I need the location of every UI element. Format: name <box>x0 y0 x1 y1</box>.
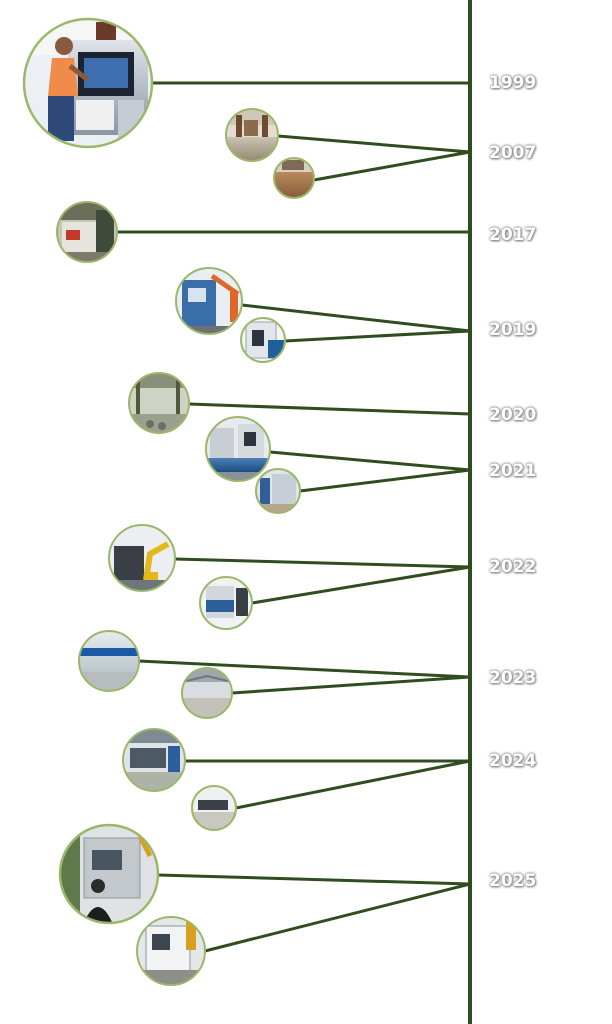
connector-2007-b <box>313 150 471 182</box>
year-label-2019: 2019 <box>489 320 537 340</box>
photo-2023-hall-interior <box>181 667 233 719</box>
connector-2023-b <box>231 675 471 695</box>
photo-2021-machining-centers <box>205 416 271 482</box>
photo-2024-workstation <box>191 785 237 831</box>
connector-2021-a <box>269 450 471 472</box>
connector-2007-a <box>277 134 471 154</box>
photo-2007-construction-ground <box>273 157 315 199</box>
year-label-2024: 2024 <box>489 751 537 771</box>
photo-2020-factory-hall <box>128 372 190 434</box>
connector-2019-a <box>241 303 471 333</box>
photo-2022-robot-cell <box>108 524 176 592</box>
connector-2021-b <box>299 468 471 493</box>
connector-2022-b <box>251 565 471 605</box>
connector-2023-a <box>138 659 471 679</box>
connector-2019-b <box>284 329 471 343</box>
connector-2022-a <box>174 557 471 569</box>
connector-2025-b <box>204 882 471 953</box>
photo-2025-machine-delivery <box>136 916 206 986</box>
photo-1999-operator-at-machine <box>22 17 154 149</box>
year-label-2020: 2020 <box>489 405 537 425</box>
year-label-2025: 2025 <box>489 871 537 891</box>
year-label-2023: 2023 <box>489 668 537 688</box>
photo-2021-production-line <box>255 468 301 514</box>
photo-2007-empty-shed <box>225 108 279 162</box>
year-label-2021: 2021 <box>489 461 537 481</box>
connector-2020 <box>188 402 471 416</box>
connector-lines <box>117 81 471 953</box>
photo-2025-large-machine <box>58 823 160 925</box>
year-label-2017: 2017 <box>489 225 537 245</box>
connector-2024-b <box>235 759 471 810</box>
photo-2022-cnc-machine <box>199 576 253 630</box>
connector-2025-a <box>157 873 471 886</box>
photo-2019-cnc-machine <box>240 317 286 363</box>
photo-2023-new-hall <box>78 630 140 692</box>
year-label-2022: 2022 <box>489 557 537 577</box>
year-label-1999: 1999 <box>489 73 537 93</box>
year-label-2007: 2007 <box>489 143 537 163</box>
photo-2017-workshop <box>56 201 118 263</box>
photo-2019-machine-install <box>175 267 243 335</box>
photo-2024-equipped-hall <box>122 728 186 792</box>
